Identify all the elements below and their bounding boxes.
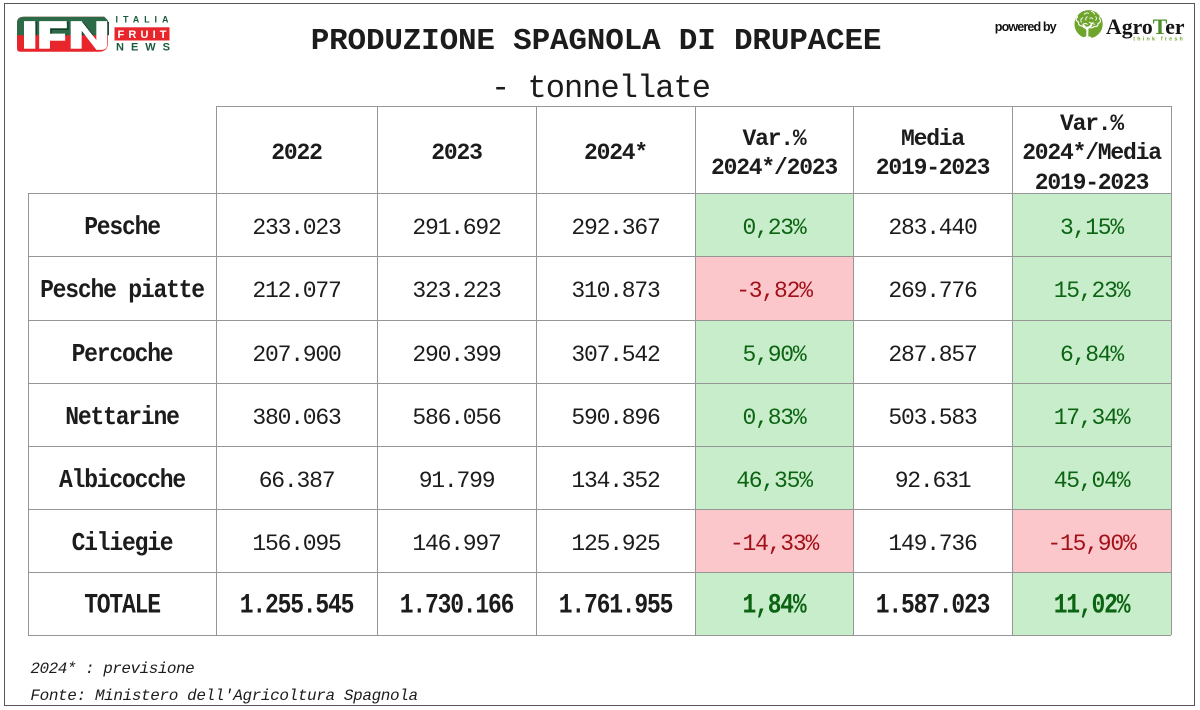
svg-text:FRUIT: FRUIT: [118, 29, 167, 41]
svg-text:ITALIA: ITALIA: [116, 15, 170, 25]
svg-text:AgroTer: AgroTer: [1106, 14, 1185, 39]
svg-text:think fresh: think fresh: [1133, 36, 1183, 42]
svg-text:powered by: powered by: [995, 20, 1057, 34]
